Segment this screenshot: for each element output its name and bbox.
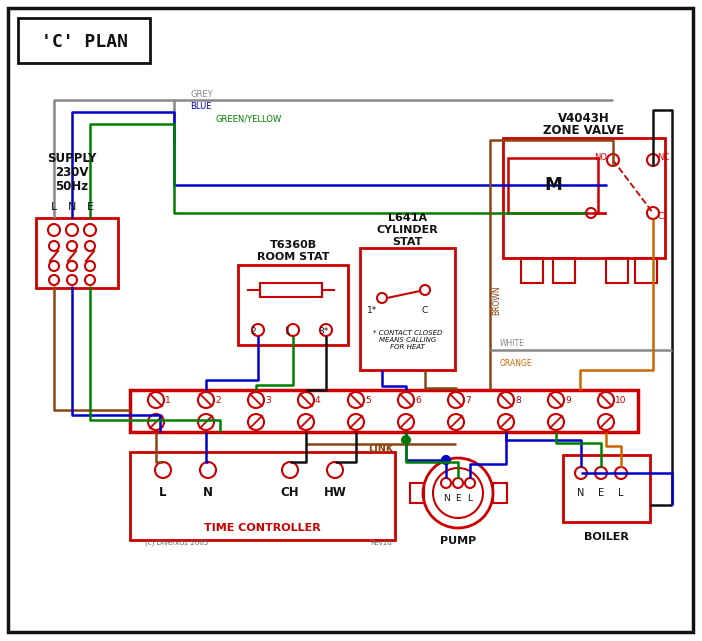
Text: Rev1d: Rev1d (370, 540, 392, 546)
Text: E: E (455, 494, 461, 503)
Text: 8: 8 (515, 395, 521, 404)
Text: N: N (68, 202, 77, 212)
Text: L641A: L641A (388, 213, 427, 223)
Text: CYLINDER: CYLINDER (377, 225, 438, 235)
Circle shape (402, 436, 410, 444)
Text: (c) DiverxOz 2005: (c) DiverxOz 2005 (145, 540, 208, 547)
Text: E: E (86, 202, 93, 212)
Text: NO: NO (595, 153, 607, 162)
Text: BLUE: BLUE (190, 102, 211, 111)
Text: 3*: 3* (318, 326, 329, 335)
Text: STAT: STAT (392, 237, 423, 247)
Text: 1: 1 (285, 326, 291, 335)
Text: SUPPLY: SUPPLY (47, 151, 97, 165)
Text: C: C (658, 212, 664, 221)
Text: 230V: 230V (55, 165, 88, 178)
Text: N: N (577, 488, 585, 498)
Text: 50Hz: 50Hz (55, 179, 88, 192)
Text: 1: 1 (165, 395, 171, 404)
Text: N: N (203, 485, 213, 499)
Text: 2: 2 (215, 395, 220, 404)
Text: L: L (618, 488, 624, 498)
Text: L: L (159, 485, 167, 499)
Text: GREY: GREY (190, 90, 213, 99)
Text: ZONE VALVE: ZONE VALVE (543, 124, 625, 137)
Text: WHITE: WHITE (500, 339, 525, 348)
Text: 4: 4 (315, 395, 321, 404)
Text: ORANGE: ORANGE (500, 359, 533, 368)
Text: GREEN/YELLOW: GREEN/YELLOW (215, 114, 282, 123)
Circle shape (442, 456, 450, 464)
Text: BOILER: BOILER (584, 532, 629, 542)
Text: BROWN: BROWN (492, 285, 501, 315)
Text: LINK: LINK (369, 444, 394, 454)
Text: 5: 5 (365, 395, 371, 404)
Text: E: E (598, 488, 604, 498)
Text: TIME CONTROLLER: TIME CONTROLLER (204, 523, 321, 533)
Text: 2: 2 (250, 326, 256, 335)
Text: ROOM STAT: ROOM STAT (257, 252, 329, 262)
Text: L: L (51, 202, 57, 212)
Text: 1*: 1* (367, 306, 377, 315)
Text: 6: 6 (415, 395, 420, 404)
Text: L: L (468, 494, 472, 503)
Text: V4043H: V4043H (558, 112, 610, 124)
Text: NC: NC (657, 153, 669, 162)
Text: C: C (422, 306, 428, 315)
Text: T6360B: T6360B (270, 240, 317, 250)
Text: 3: 3 (265, 395, 271, 404)
Text: M: M (544, 176, 562, 194)
Text: 7: 7 (465, 395, 471, 404)
Text: 'C' PLAN: 'C' PLAN (41, 33, 128, 51)
Text: 9: 9 (565, 395, 571, 404)
Text: 10: 10 (615, 395, 626, 404)
Text: N: N (443, 494, 449, 503)
Text: HW: HW (324, 485, 347, 499)
Text: PUMP: PUMP (440, 536, 476, 546)
Text: CH: CH (281, 485, 299, 499)
Text: * CONTACT CLOSED
MEANS CALLING
FOR HEAT: * CONTACT CLOSED MEANS CALLING FOR HEAT (373, 330, 442, 350)
